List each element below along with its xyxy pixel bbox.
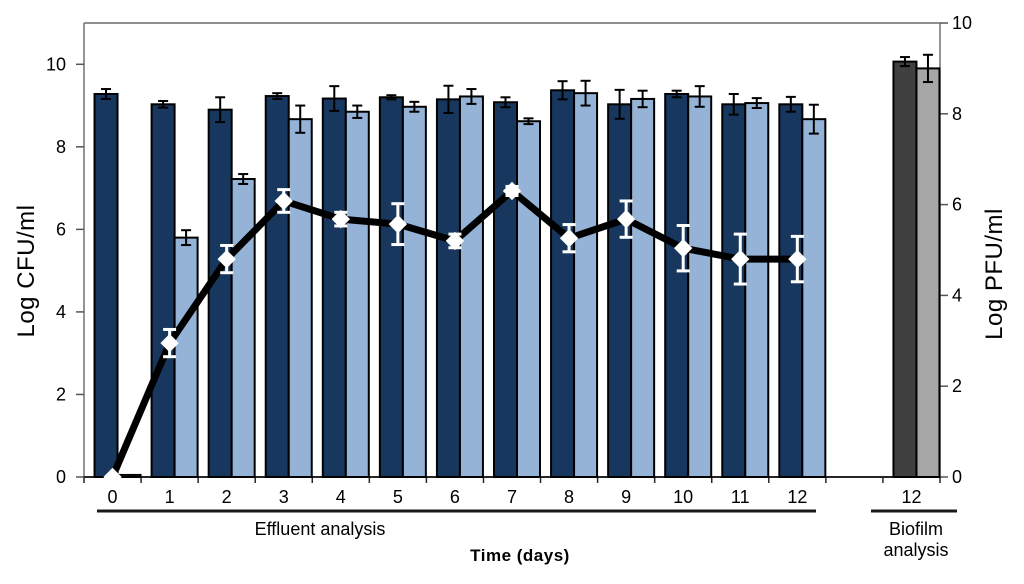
right-tick-label: 6 — [952, 195, 962, 215]
white-diamond-marker — [103, 467, 122, 487]
white-diamond-marker — [445, 231, 465, 251]
effluent-dark-blue-bars-bar — [207, 108, 233, 478]
effluent-dark-blue-bars-bar — [150, 103, 176, 478]
x-category-label: 8 — [564, 487, 574, 507]
effluent-light-blue-bars-bar — [630, 97, 656, 479]
x-category-label: 12 — [787, 487, 807, 507]
right-tick-label: 0 — [952, 467, 962, 487]
white-diamond-marker — [731, 249, 750, 269]
white-diamond-marker — [502, 181, 522, 201]
white-diamond-marker — [616, 209, 636, 229]
biofilm-dark-gray-bar — [892, 60, 918, 479]
left-axis-title: Log CFU/ml — [13, 204, 40, 338]
effluent-light-blue-bars-bar — [458, 95, 484, 478]
effluent-dark-blue-bars-bar — [607, 103, 633, 478]
x-category-label: 1 — [165, 487, 175, 507]
biofilm-light-gray-bar — [915, 67, 941, 479]
right-axis-title: Log PFU/ml — [981, 208, 1008, 340]
white-diamond-marker — [388, 214, 408, 234]
effluent-dark-blue-bars-bar — [435, 98, 461, 478]
effluent-dark-blue-bars-bar — [264, 95, 290, 478]
effluent-dark-blue-bars-bar — [321, 97, 347, 479]
x-category-label: 11 — [731, 487, 750, 507]
right-tick-label: 4 — [952, 285, 962, 305]
white-diamond-marker — [331, 209, 350, 229]
effluent-light-blue-bars-bar — [173, 236, 199, 478]
left-tick-label: 8 — [56, 137, 66, 157]
x-category-label: 3 — [279, 487, 289, 507]
x-axis-title: Time (days) — [470, 546, 570, 565]
biofilm-group-label: Biofilm analysis — [883, 519, 949, 560]
x-category-label-biofilm: 12 — [901, 487, 921, 507]
effluent-light-blue-bars-bar — [230, 178, 256, 479]
x-category-label: 2 — [222, 487, 232, 507]
x-category-label: 5 — [393, 487, 403, 507]
x-category-label: 7 — [507, 487, 517, 507]
effluent-light-blue-bars-bar — [744, 102, 770, 478]
white-diamond-marker — [674, 238, 693, 258]
right-tick-label: 10 — [952, 13, 972, 33]
effluent-dark-blue-bars-bar — [721, 103, 747, 478]
effluent-dark-blue-bars-bar — [664, 92, 690, 478]
effluent-dark-blue-bars-bar — [493, 101, 518, 479]
left-tick-label: 2 — [56, 384, 66, 404]
white-diamond-marker — [160, 333, 179, 353]
left-tick-label: 6 — [56, 219, 66, 239]
white-diamond-marker — [559, 229, 579, 248]
white-diamond-marker — [217, 249, 236, 269]
effluent-group-label: Effluent analysis — [254, 519, 386, 539]
effluent-light-blue-bars-bar — [801, 118, 827, 478]
x-category-label: 4 — [336, 487, 346, 507]
effluent-dark-blue-bars-bar — [93, 92, 119, 478]
effluent-dark-blue-bars-bar — [378, 96, 404, 478]
effluent-light-blue-bars-bar — [287, 118, 313, 478]
left-tick-label: 0 — [56, 467, 66, 487]
left-tick-label: 10 — [46, 54, 66, 74]
left-tick-label: 4 — [56, 302, 66, 322]
effluent-light-blue-bars-bar — [401, 105, 427, 479]
x-category-label: 0 — [108, 487, 118, 507]
right-tick-label: 2 — [952, 376, 962, 396]
effluent-light-blue-bars-bar — [573, 92, 599, 478]
white-diamond-marker — [788, 249, 807, 269]
effluent-light-blue-bars-bar — [344, 110, 370, 479]
right-tick-label: 8 — [952, 104, 962, 124]
white-diamond-marker — [274, 191, 293, 211]
effluent-dark-blue-bars-bar — [778, 103, 804, 478]
x-category-label: 10 — [673, 487, 693, 507]
x-category-label: 6 — [450, 487, 460, 507]
effluent-dark-blue-bars-bar — [550, 89, 576, 479]
effluent-light-blue-bars-bar — [516, 120, 541, 478]
x-category-label: 9 — [621, 487, 631, 507]
effluent-light-blue-bars-bar — [687, 95, 713, 478]
